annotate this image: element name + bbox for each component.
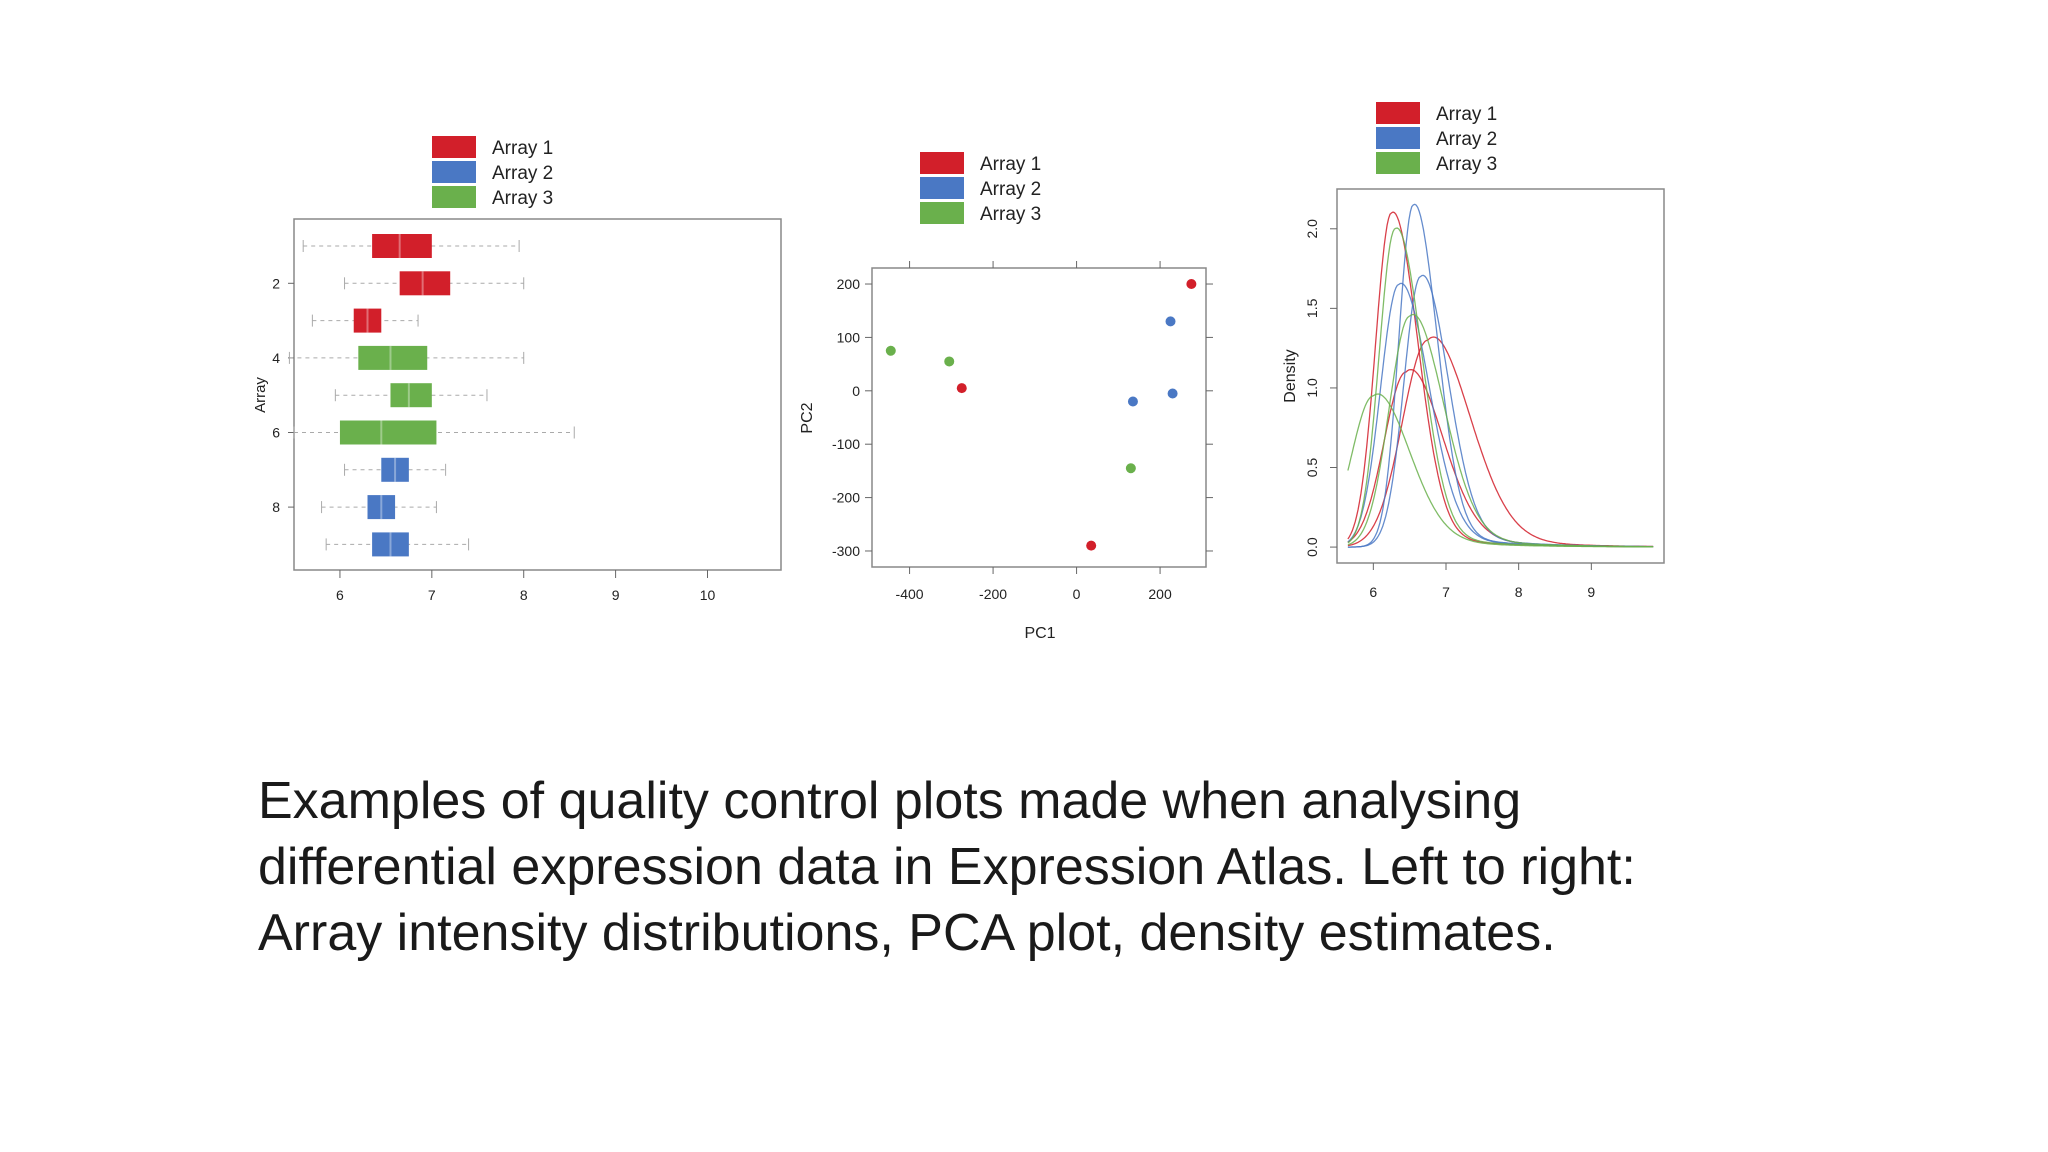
pca-y-tick-label: 100 — [837, 329, 861, 345]
pca-y-axis-title: PC2 — [799, 402, 816, 433]
density-curve — [1347, 368, 1654, 548]
density-x-tick-label: 6 — [1369, 584, 1377, 600]
density-y-tick-label: 0.0 — [1304, 537, 1320, 557]
pca-x-tick-label: 0 — [1073, 586, 1081, 602]
density-chart: Array 1 Array 2 Array 3 6 7 8 9 0.0 0.5 1.0 1.5 2.0… — [1282, 102, 1665, 600]
pca-legend-label: Array 2 — [980, 179, 1041, 200]
boxplot-legend: Array 1 Array 2 Array 3 — [432, 136, 553, 209]
pca-point — [1165, 316, 1176, 327]
pca-y-tick-label: -100 — [832, 436, 860, 452]
density-legend-label: Array 3 — [1436, 154, 1497, 175]
boxplot-box — [367, 495, 396, 520]
pca-y-tick-label: 0 — [852, 383, 860, 399]
boxplot-x-tick-label: 8 — [520, 587, 528, 603]
pca-x-tick-label: 200 — [1148, 586, 1172, 602]
pca-chart: Array 1 Array 2 Array 3 -400 -200 0 200 200 100 0… — [799, 152, 1213, 642]
boxplot-x-tick-label: 6 — [336, 587, 344, 603]
boxplot-y-tick-label: 6 — [272, 425, 280, 441]
caption-line-1: Examples of quality control plots made w… — [258, 772, 1522, 830]
density-x-tick-label: 7 — [1442, 584, 1450, 600]
density-y-tick-label: 1.5 — [1304, 298, 1320, 318]
pca-point — [944, 356, 955, 367]
boxplot-box — [399, 271, 451, 296]
boxplot-y-tick-label: 4 — [272, 350, 280, 366]
density-legend-label: Array 2 — [1436, 129, 1497, 150]
boxplot-frame — [293, 218, 782, 571]
pca-point — [1167, 388, 1178, 399]
boxplot-box — [339, 420, 437, 445]
density-curve — [1347, 313, 1654, 548]
density-x-tick-label: 9 — [1587, 584, 1595, 600]
density-curve — [1347, 336, 1654, 548]
pca-legend-swatch — [920, 177, 964, 199]
caption-line-2: differential expression data in Expressi… — [258, 838, 1636, 896]
pca-x-axis-title: PC1 — [1024, 625, 1055, 642]
pca-frame — [871, 267, 1207, 568]
boxplot-legend-label: Array 2 — [492, 163, 553, 184]
pca-legend-label: Array 1 — [980, 154, 1041, 175]
pca-point — [1127, 396, 1138, 407]
density-y-tick-label: 1.0 — [1304, 378, 1320, 398]
boxplot-y-tick-label: 2 — [272, 275, 280, 291]
boxplot-x-tick-label: 7 — [428, 587, 436, 603]
density-legend: Array 1 Array 2 Array 3 — [1376, 102, 1497, 175]
boxplot-box — [358, 345, 428, 370]
boxplot-box — [390, 383, 432, 408]
caption-line-3: Array intensity distributions, PCA plot,… — [258, 904, 1556, 962]
density-y-axis-title: Density — [1282, 349, 1299, 402]
pca-x-tick-label: -200 — [979, 586, 1007, 602]
density-x-tick-label: 8 — [1515, 584, 1523, 600]
boxplot-legend-swatch — [432, 186, 476, 208]
pca-point — [1086, 540, 1097, 551]
pca-y-tick-label: -300 — [832, 543, 860, 559]
caption: Examples of quality control plots made w… — [258, 768, 1818, 966]
boxplot-legend-swatch — [432, 136, 476, 158]
pca-legend-label: Array 3 — [980, 204, 1041, 225]
pca-point — [885, 345, 896, 356]
pca-legend-swatch — [920, 202, 964, 224]
density-legend-swatch — [1376, 127, 1420, 149]
boxplot-y-tick-label: 8 — [272, 499, 280, 515]
boxplot-legend-label: Array 1 — [492, 138, 553, 159]
boxplot-x-tick-label: 9 — [612, 587, 620, 603]
pca-point — [1186, 279, 1197, 290]
density-frame — [1336, 188, 1665, 564]
pca-y-tick-label: -200 — [832, 490, 860, 506]
density-legend-label: Array 1 — [1436, 104, 1497, 125]
density-y-tick-label: 2.0 — [1304, 219, 1320, 239]
density-legend-swatch — [1376, 152, 1420, 174]
boxplot-box — [372, 532, 409, 557]
pca-point — [956, 383, 967, 394]
pca-y-tick-label: 200 — [837, 276, 861, 292]
boxplot-box — [381, 457, 409, 482]
pca-legend: Array 1 Array 2 Array 3 — [920, 152, 1041, 225]
density-y-tick-label: 0.5 — [1304, 458, 1320, 478]
boxplot-legend-swatch — [432, 161, 476, 183]
boxplot-legend-label: Array 3 — [492, 188, 553, 209]
boxplot-box — [353, 308, 382, 333]
boxplot-y-axis-title: Array — [252, 377, 269, 413]
boxplot-chart: Array 1 Array 2 Array 3 6 7 8 9 10 2 4 6 8 Array — [252, 136, 782, 603]
boxplot-box — [372, 234, 432, 258]
pca-legend-swatch — [920, 152, 964, 174]
boxplot-x-tick-label: 10 — [700, 587, 716, 603]
pca-x-tick-label: -400 — [896, 586, 924, 602]
density-legend-swatch — [1376, 102, 1420, 124]
pca-point — [1125, 463, 1136, 474]
